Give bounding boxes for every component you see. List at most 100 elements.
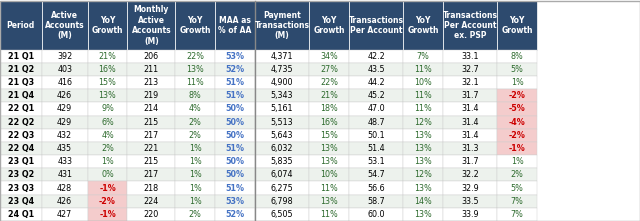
Text: 4%: 4% — [189, 105, 202, 114]
Text: Period: Period — [6, 21, 35, 30]
Bar — [215, 50, 255, 63]
Text: 24 Q1: 24 Q1 — [8, 210, 34, 219]
Text: 22 Q3: 22 Q3 — [8, 131, 34, 140]
Text: 1%: 1% — [189, 144, 202, 153]
Bar — [403, 142, 443, 155]
Bar — [497, 63, 537, 76]
Text: 13%: 13% — [320, 144, 338, 153]
Text: 56.6: 56.6 — [367, 184, 385, 192]
Text: 14%: 14% — [414, 197, 432, 206]
Bar — [255, 181, 309, 195]
Bar — [255, 63, 309, 76]
Text: 4,371: 4,371 — [271, 52, 293, 61]
Text: 31.3: 31.3 — [461, 144, 479, 153]
Text: 58.7: 58.7 — [367, 197, 385, 206]
Bar — [88, 50, 127, 63]
Text: 1%: 1% — [189, 184, 202, 192]
Text: 13%: 13% — [414, 184, 432, 192]
Bar — [255, 1, 309, 50]
Bar — [175, 142, 215, 155]
Text: 15%: 15% — [99, 78, 116, 87]
Text: 51%: 51% — [225, 144, 244, 153]
Bar — [443, 76, 497, 89]
Bar — [255, 142, 309, 155]
Bar — [497, 181, 537, 195]
Text: 21 Q2: 21 Q2 — [8, 65, 34, 74]
Text: 21%: 21% — [320, 91, 338, 100]
Text: 224: 224 — [144, 197, 159, 206]
Text: YoY
Growth: YoY Growth — [179, 16, 211, 35]
Bar — [215, 76, 255, 89]
Text: 23 Q1: 23 Q1 — [8, 157, 34, 166]
Bar — [175, 155, 215, 168]
Bar — [0, 208, 42, 221]
Bar — [443, 155, 497, 168]
Text: 217: 217 — [144, 170, 159, 179]
Text: 33.1: 33.1 — [461, 52, 479, 61]
Text: 21 Q3: 21 Q3 — [8, 78, 34, 87]
Bar — [88, 142, 127, 155]
Bar — [309, 116, 349, 129]
Bar — [175, 168, 215, 181]
Text: 426: 426 — [57, 91, 72, 100]
Text: 32.1: 32.1 — [461, 78, 479, 87]
Text: 13%: 13% — [99, 91, 116, 100]
Text: 7%: 7% — [417, 52, 429, 61]
Bar — [443, 116, 497, 129]
Text: 33.9: 33.9 — [461, 210, 479, 219]
Text: 31.7: 31.7 — [461, 157, 479, 166]
Text: 52%: 52% — [225, 210, 244, 219]
Text: 427: 427 — [57, 210, 72, 219]
Text: 21 Q1: 21 Q1 — [8, 52, 34, 61]
Text: Payment
Transactions
(M): Payment Transactions (M) — [255, 11, 309, 40]
Text: 429: 429 — [57, 118, 72, 127]
Bar — [175, 1, 215, 50]
Text: 4%: 4% — [101, 131, 114, 140]
Bar — [443, 129, 497, 142]
Bar — [349, 142, 403, 155]
Bar — [0, 116, 42, 129]
Text: -2%: -2% — [99, 197, 116, 206]
Bar — [349, 63, 403, 76]
Text: 11%: 11% — [414, 91, 432, 100]
Text: 48.7: 48.7 — [367, 118, 385, 127]
Text: 5,161: 5,161 — [271, 105, 293, 114]
Text: 53.1: 53.1 — [367, 157, 385, 166]
Text: 12%: 12% — [414, 118, 432, 127]
Text: 22%: 22% — [320, 78, 338, 87]
Bar — [497, 102, 537, 116]
Text: 51.4: 51.4 — [367, 144, 385, 153]
Text: 1%: 1% — [189, 157, 202, 166]
Bar — [0, 155, 42, 168]
Text: 416: 416 — [57, 78, 72, 87]
Bar — [42, 208, 88, 221]
Text: YoY
Growth: YoY Growth — [92, 16, 124, 35]
Bar — [127, 181, 175, 195]
Text: 47.0: 47.0 — [367, 105, 385, 114]
Text: 50%: 50% — [225, 105, 244, 114]
Bar — [88, 1, 127, 50]
Bar — [497, 50, 537, 63]
Bar — [42, 102, 88, 116]
Text: 22 Q2: 22 Q2 — [8, 118, 34, 127]
Text: 213: 213 — [144, 78, 159, 87]
Text: 23 Q3: 23 Q3 — [8, 184, 34, 192]
Text: 1%: 1% — [511, 78, 524, 87]
Bar — [443, 181, 497, 195]
Text: 431: 431 — [57, 170, 72, 179]
Text: 217: 217 — [144, 131, 159, 140]
Text: 5,643: 5,643 — [271, 131, 293, 140]
Text: MAA as
% of AA: MAA as % of AA — [218, 16, 252, 35]
Bar — [215, 142, 255, 155]
Bar — [309, 168, 349, 181]
Text: 15%: 15% — [320, 131, 338, 140]
Text: 27%: 27% — [320, 65, 338, 74]
Bar — [42, 50, 88, 63]
Bar — [443, 1, 497, 50]
Text: 23 Q4: 23 Q4 — [8, 197, 34, 206]
Bar — [0, 63, 42, 76]
Text: 51%: 51% — [225, 91, 244, 100]
Text: 13%: 13% — [414, 144, 432, 153]
Text: 219: 219 — [144, 91, 159, 100]
Bar — [127, 102, 175, 116]
